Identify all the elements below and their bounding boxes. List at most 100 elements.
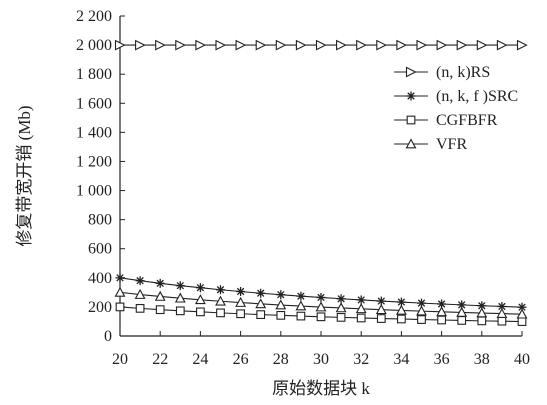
marker-star-stroke (196, 284, 205, 292)
marker-triangle-right (195, 39, 207, 51)
x-tick-label: 32 (353, 351, 369, 368)
marker-square (397, 314, 406, 324)
marker-square (196, 307, 205, 317)
y-tick-label: 0 (104, 328, 112, 345)
marker-square (497, 316, 507, 326)
y-tick-label: 1 800 (76, 66, 112, 83)
marker-star-stroke (397, 298, 406, 306)
marker-square (457, 316, 467, 325)
x-tick-label: 34 (393, 351, 409, 368)
marker-square (376, 314, 386, 323)
marker-triangle-up (375, 304, 387, 315)
marker-star (175, 281, 185, 291)
marker-square (175, 306, 185, 316)
marker-triangle-up (194, 294, 206, 305)
marker-star (396, 297, 406, 307)
marker-star (417, 298, 426, 308)
y-axis-title: 修复带宽开销 (Mb) (15, 105, 34, 246)
marker-star-stroke (156, 279, 164, 288)
y-tick-label: 1 200 (76, 153, 112, 170)
marker-triangle-right (175, 39, 187, 51)
marker-triangle-up (416, 305, 427, 316)
marker-triangle-up (215, 295, 226, 306)
marker-triangle-right (376, 39, 388, 51)
marker-triangle-up (154, 290, 166, 301)
x-tick-label: 30 (313, 351, 329, 368)
marker-square (517, 317, 527, 326)
marker-triangle-right (405, 66, 417, 78)
x-tick-label: 24 (192, 351, 208, 368)
x-tick-label: 40 (514, 351, 530, 368)
legend-item: VFR (394, 136, 467, 153)
marker-star-stroke (257, 289, 265, 297)
marker-star-stroke (277, 290, 285, 299)
y-tick-label: 400 (88, 270, 112, 287)
marker-triangle-right (436, 39, 448, 51)
marker-star-stroke (136, 277, 144, 285)
marker-square (437, 315, 446, 325)
legend-label: (n, k, f )SRC (436, 88, 518, 105)
marker-star-stroke (317, 293, 325, 302)
marker-triangle-up (395, 304, 407, 315)
marker-triangle-up (436, 306, 448, 317)
marker-triangle-right (114, 39, 126, 51)
marker-triangle-up (496, 307, 508, 318)
x-tick-label: 20 (112, 351, 128, 368)
marker-square (256, 310, 266, 319)
marker-triangle-right (396, 39, 408, 51)
marker-star (236, 286, 246, 296)
x-tick-label: 22 (152, 351, 168, 368)
marker-star-stroke (357, 296, 365, 304)
marker-square (236, 309, 245, 319)
marker-square (356, 313, 366, 323)
marker-star-stroke (116, 274, 124, 282)
series-triangle-right (114, 39, 528, 51)
marker-star-stroke (437, 300, 446, 308)
x-tick-label: 28 (273, 351, 289, 368)
y-tick-label: 1 400 (76, 124, 112, 141)
marker-triangle-right (295, 39, 307, 51)
marker-triangle-right (255, 39, 267, 51)
marker-star (256, 288, 266, 298)
marker-square (406, 115, 416, 125)
marker-star-stroke (297, 292, 305, 300)
series-star (115, 273, 527, 312)
marker-triangle-right (456, 39, 468, 51)
marker-triangle-right (315, 39, 327, 51)
marker-triangle-right (476, 39, 488, 51)
marker-square (155, 305, 165, 315)
marker-star (195, 283, 205, 293)
marker-star-stroke (417, 299, 426, 307)
y-tick-label: 600 (88, 241, 112, 258)
marker-triangle-right (135, 39, 146, 51)
y-tick-label: 2 200 (76, 8, 112, 25)
marker-triangle-right (416, 39, 428, 51)
legend-label: (n, k)RS (436, 64, 490, 81)
marker-square (115, 302, 125, 312)
marker-star (155, 278, 165, 288)
marker-square (316, 312, 326, 322)
marker-triangle-up (134, 288, 146, 299)
marker-triangle-up (174, 292, 186, 303)
x-tick-label: 38 (474, 351, 490, 368)
series-triangle-up (114, 286, 528, 319)
marker-triangle-right (275, 39, 287, 51)
marker-triangle-right (235, 39, 247, 51)
marker-star-stroke (337, 295, 345, 303)
marker-triangle-up (355, 303, 367, 314)
legend-label: CGFBFR (436, 112, 498, 129)
y-tick-label: 200 (88, 299, 112, 316)
marker-star-stroke (176, 281, 184, 290)
marker-star-stroke (518, 303, 526, 311)
marker-triangle-right (516, 39, 528, 51)
marker-triangle-up (516, 308, 528, 319)
marker-triangle-right (155, 39, 166, 51)
marker-square (216, 308, 225, 318)
legend-item: (n, k, f )SRC (394, 88, 518, 105)
marker-star-stroke (216, 286, 225, 294)
x-axis-title: 原始数据块 k (272, 379, 370, 398)
marker-star-stroke (377, 297, 385, 305)
y-tick-label: 2 000 (76, 37, 112, 54)
legend-item: (n, k)RS (394, 64, 490, 81)
